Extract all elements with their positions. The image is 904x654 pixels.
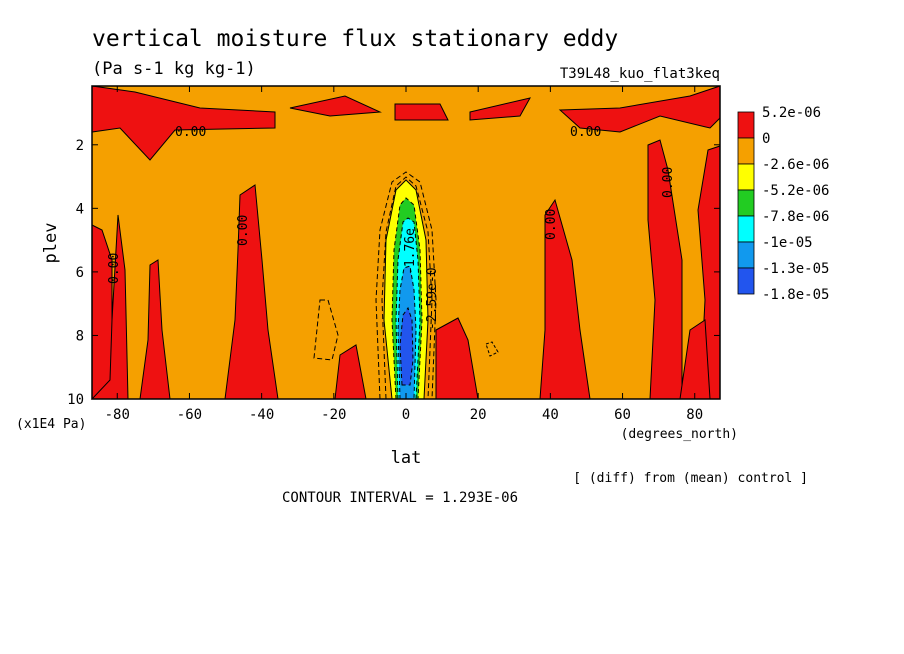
x-tick-label: 60 (614, 407, 631, 423)
x-axis-units: (degrees_north) (621, 427, 738, 442)
contour-label: 0.00 (107, 253, 122, 284)
x-tick-label: -60 (177, 407, 202, 423)
contour-label: 0.00 (236, 215, 251, 246)
x-tick-label: -80 (105, 407, 130, 423)
chart-units: (Pa s-1 kg kg-1) (92, 59, 256, 79)
negative-plume (375, 171, 437, 400)
dashed-contour-p22 (485, 341, 499, 357)
contour-interval: CONTOUR INTERVAL = 1.293E-06 (282, 490, 518, 506)
colorbar-swatch (737, 215, 755, 243)
region-top-left (91, 85, 276, 161)
contour-label: 0.00 (544, 209, 559, 240)
x-axis: -80 -60 -40 -20 0 20 40 60 80 (105, 86, 703, 423)
x-axis-label: lat (391, 448, 422, 468)
region-left-edge (91, 224, 113, 400)
x-tick-label: -20 (321, 407, 346, 423)
contour-label: 0.00 (175, 125, 206, 140)
contour-labels: 0.00 0.00 0.00 0.00 0.00 0.00 -1.76e -2.… (107, 125, 676, 330)
x-tick-label: -40 (249, 407, 274, 423)
colorbar-swatch (737, 267, 755, 295)
region-top-right (558, 85, 721, 133)
x-tick-label: 80 (686, 407, 703, 423)
y-tick-label: 10 (67, 392, 84, 408)
y-tick-label: 8 (76, 328, 84, 344)
plume-dark-blue (399, 306, 414, 386)
x-tick-label: 20 (470, 407, 487, 423)
region-column-p42 (539, 198, 591, 400)
diff-note: [ (diff) from (mean) control ] (573, 471, 808, 486)
colorbar-label: 0 (762, 131, 770, 147)
contour-label: -1.76e (403, 228, 418, 275)
x-tick-label: 0 (402, 407, 410, 423)
colorbar-swatch (737, 137, 755, 165)
run-label: T39L48_kuo_flat3keq (560, 66, 720, 82)
y-axis-label: plev (41, 223, 61, 264)
y-axis: 2 4 6 8 10 (67, 138, 720, 408)
colorbar-label: 5.2e-06 (762, 105, 821, 121)
region-top-mid-a (289, 95, 382, 117)
colorbar-swatch (737, 189, 755, 217)
colorbar-label: -1.3e-05 (762, 261, 829, 277)
region-column-p10 (435, 317, 479, 400)
colorbar-label: -5.2e-06 (762, 183, 829, 199)
contour-label: 0.00 (570, 125, 601, 140)
x-tick-label: 40 (542, 407, 559, 423)
contour-label: 0.00 (661, 167, 676, 198)
y-tick-label: 6 (76, 265, 84, 281)
colorbar-label: -2.6e-06 (762, 157, 829, 173)
colorbar-label: -7.8e-06 (762, 209, 829, 225)
colorbar-swatch (737, 241, 755, 269)
colorbar-swatch (737, 163, 755, 191)
colorbar-label: -1e-05 (762, 235, 813, 251)
y-tick-label: 4 (76, 201, 84, 217)
y-axis-units: (x1E4 Pa) (16, 417, 86, 432)
colorbar-label: -1.8e-05 (762, 287, 829, 303)
colorbar-swatch (737, 111, 755, 139)
dashed-contour-m20 (313, 299, 339, 361)
colorbar: 5.2e-06 0 -2.6e-06 -5.2e-06 -7.8e-06 -1e-05 -1… (737, 105, 829, 303)
region-top-mid-c (469, 97, 531, 121)
y-tick-label: 2 (76, 138, 84, 154)
region-top-mid-b (394, 103, 449, 121)
chart-title: vertical moisture flux stationary eddy (92, 26, 618, 52)
contour-label: -2.59e-0 (425, 267, 440, 330)
